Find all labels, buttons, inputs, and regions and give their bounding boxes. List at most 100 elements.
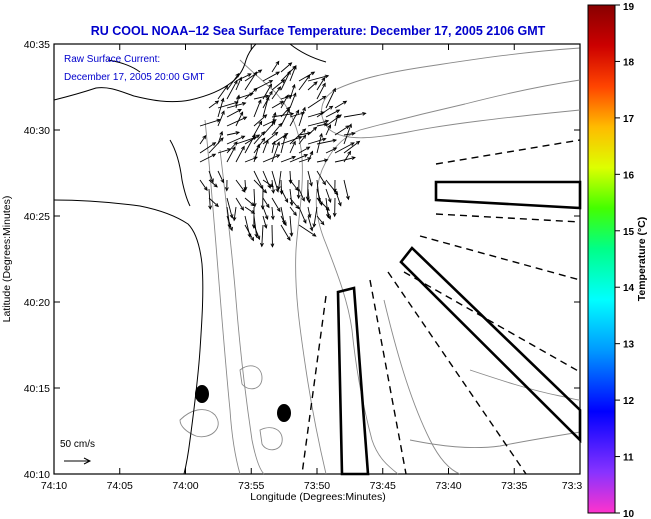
current-vector [280, 108, 290, 127]
current-vector [316, 138, 338, 145]
station-marker [277, 404, 291, 422]
current-vector [226, 108, 242, 118]
y-tick-label: 40:25 [24, 211, 50, 223]
current-vector [343, 123, 352, 145]
x-tick-label: 74:05 [107, 480, 133, 492]
x-tick-label: 73:40 [435, 480, 461, 492]
current-vector [270, 224, 275, 248]
current-vector [271, 79, 286, 91]
y-tick-label: 40:35 [24, 39, 50, 51]
colorbar-tick-label: 17 [623, 114, 635, 125]
current-vector [217, 130, 224, 145]
current-vector [289, 206, 297, 217]
current-vector [235, 197, 244, 211]
range-line [435, 139, 581, 165]
current-vector [298, 106, 306, 127]
current-vector [199, 142, 217, 154]
current-vector [343, 111, 367, 118]
x-tick-label: 73:50 [304, 480, 330, 492]
current-vector [298, 206, 307, 224]
coastline-north [289, 43, 327, 63]
current-vector [325, 87, 336, 109]
current-vector [332, 179, 337, 193]
current-vector [289, 188, 294, 207]
current-vector [343, 150, 352, 163]
current-vector [325, 124, 332, 136]
current-vector [271, 140, 276, 154]
current-vector [343, 140, 361, 154]
current-vector [316, 122, 329, 127]
current-vector [217, 110, 225, 127]
current-vector [280, 94, 289, 109]
current-vector [316, 215, 325, 226]
current-vector [307, 188, 311, 204]
current-vector [226, 215, 233, 232]
current-vector [262, 96, 270, 118]
isobath-line [383, 299, 461, 475]
current-vector [298, 74, 311, 91]
isobath-line [204, 119, 241, 475]
x-axis: 74:10 74:05 74:00 73:55 73:50 73:45 73:40 73:35… [41, 44, 582, 492]
colorbar-tick-label: 10 [623, 509, 635, 519]
current-vector [280, 224, 291, 241]
current-vector [307, 206, 312, 219]
current-vector [307, 74, 330, 82]
current-vector [280, 135, 303, 145]
current-vector [226, 79, 238, 100]
isobath-line [179, 409, 219, 438]
current-vector [307, 150, 314, 163]
current-vector [289, 197, 300, 210]
current-vector [262, 197, 270, 209]
colorbar-ticks: 19 18 17 16 15 14 13 12 11 10 [615, 2, 635, 519]
current-vector [226, 141, 238, 154]
current-vector [271, 179, 276, 194]
y-tick-label: 40:10 [24, 469, 50, 481]
range-line [419, 235, 581, 281]
current-vector [253, 120, 263, 136]
current-vector [262, 71, 281, 82]
x-tick-label: 73:35 [501, 480, 527, 492]
current-vector [289, 109, 300, 127]
current-vector [262, 170, 271, 189]
current-vector [217, 170, 224, 184]
current-vector [280, 70, 291, 91]
current-vector [298, 224, 317, 237]
current-vector [226, 146, 236, 163]
current-vector [280, 134, 287, 154]
current-vector [289, 154, 309, 163]
current-vector [271, 86, 282, 100]
isobath-line [469, 369, 581, 401]
current-vector [243, 179, 248, 192]
current-vector [307, 170, 313, 187]
isobath-line [239, 365, 263, 390]
current-vector [208, 137, 224, 154]
current-vector [199, 179, 208, 192]
current-vector [226, 197, 234, 219]
current-vector [226, 135, 246, 145]
current-vector [280, 155, 297, 163]
current-vector [334, 113, 340, 127]
current-vector [244, 71, 258, 91]
current-vector [280, 62, 293, 73]
current-vector [262, 206, 269, 220]
current-vector [307, 126, 318, 136]
current-vector [280, 188, 289, 203]
current-vector [262, 83, 273, 100]
current-vector [253, 94, 270, 100]
coastline-west [53, 199, 204, 475]
current-vector [312, 206, 318, 228]
current-vector [253, 224, 261, 241]
current-vector [343, 131, 356, 136]
current-vector [325, 206, 332, 220]
current-vector [235, 94, 241, 109]
current-vector [244, 133, 256, 154]
current-vector [307, 119, 330, 127]
scale-label: 50 cm/s [60, 439, 95, 450]
current-vector [244, 197, 255, 207]
current-vector [235, 111, 244, 127]
y-tick-label: 40:15 [24, 383, 50, 395]
current-vector [271, 101, 285, 109]
radar-sector-solid [399, 246, 582, 444]
y-tick-label: 40:20 [24, 297, 50, 309]
current-vector [235, 73, 252, 82]
